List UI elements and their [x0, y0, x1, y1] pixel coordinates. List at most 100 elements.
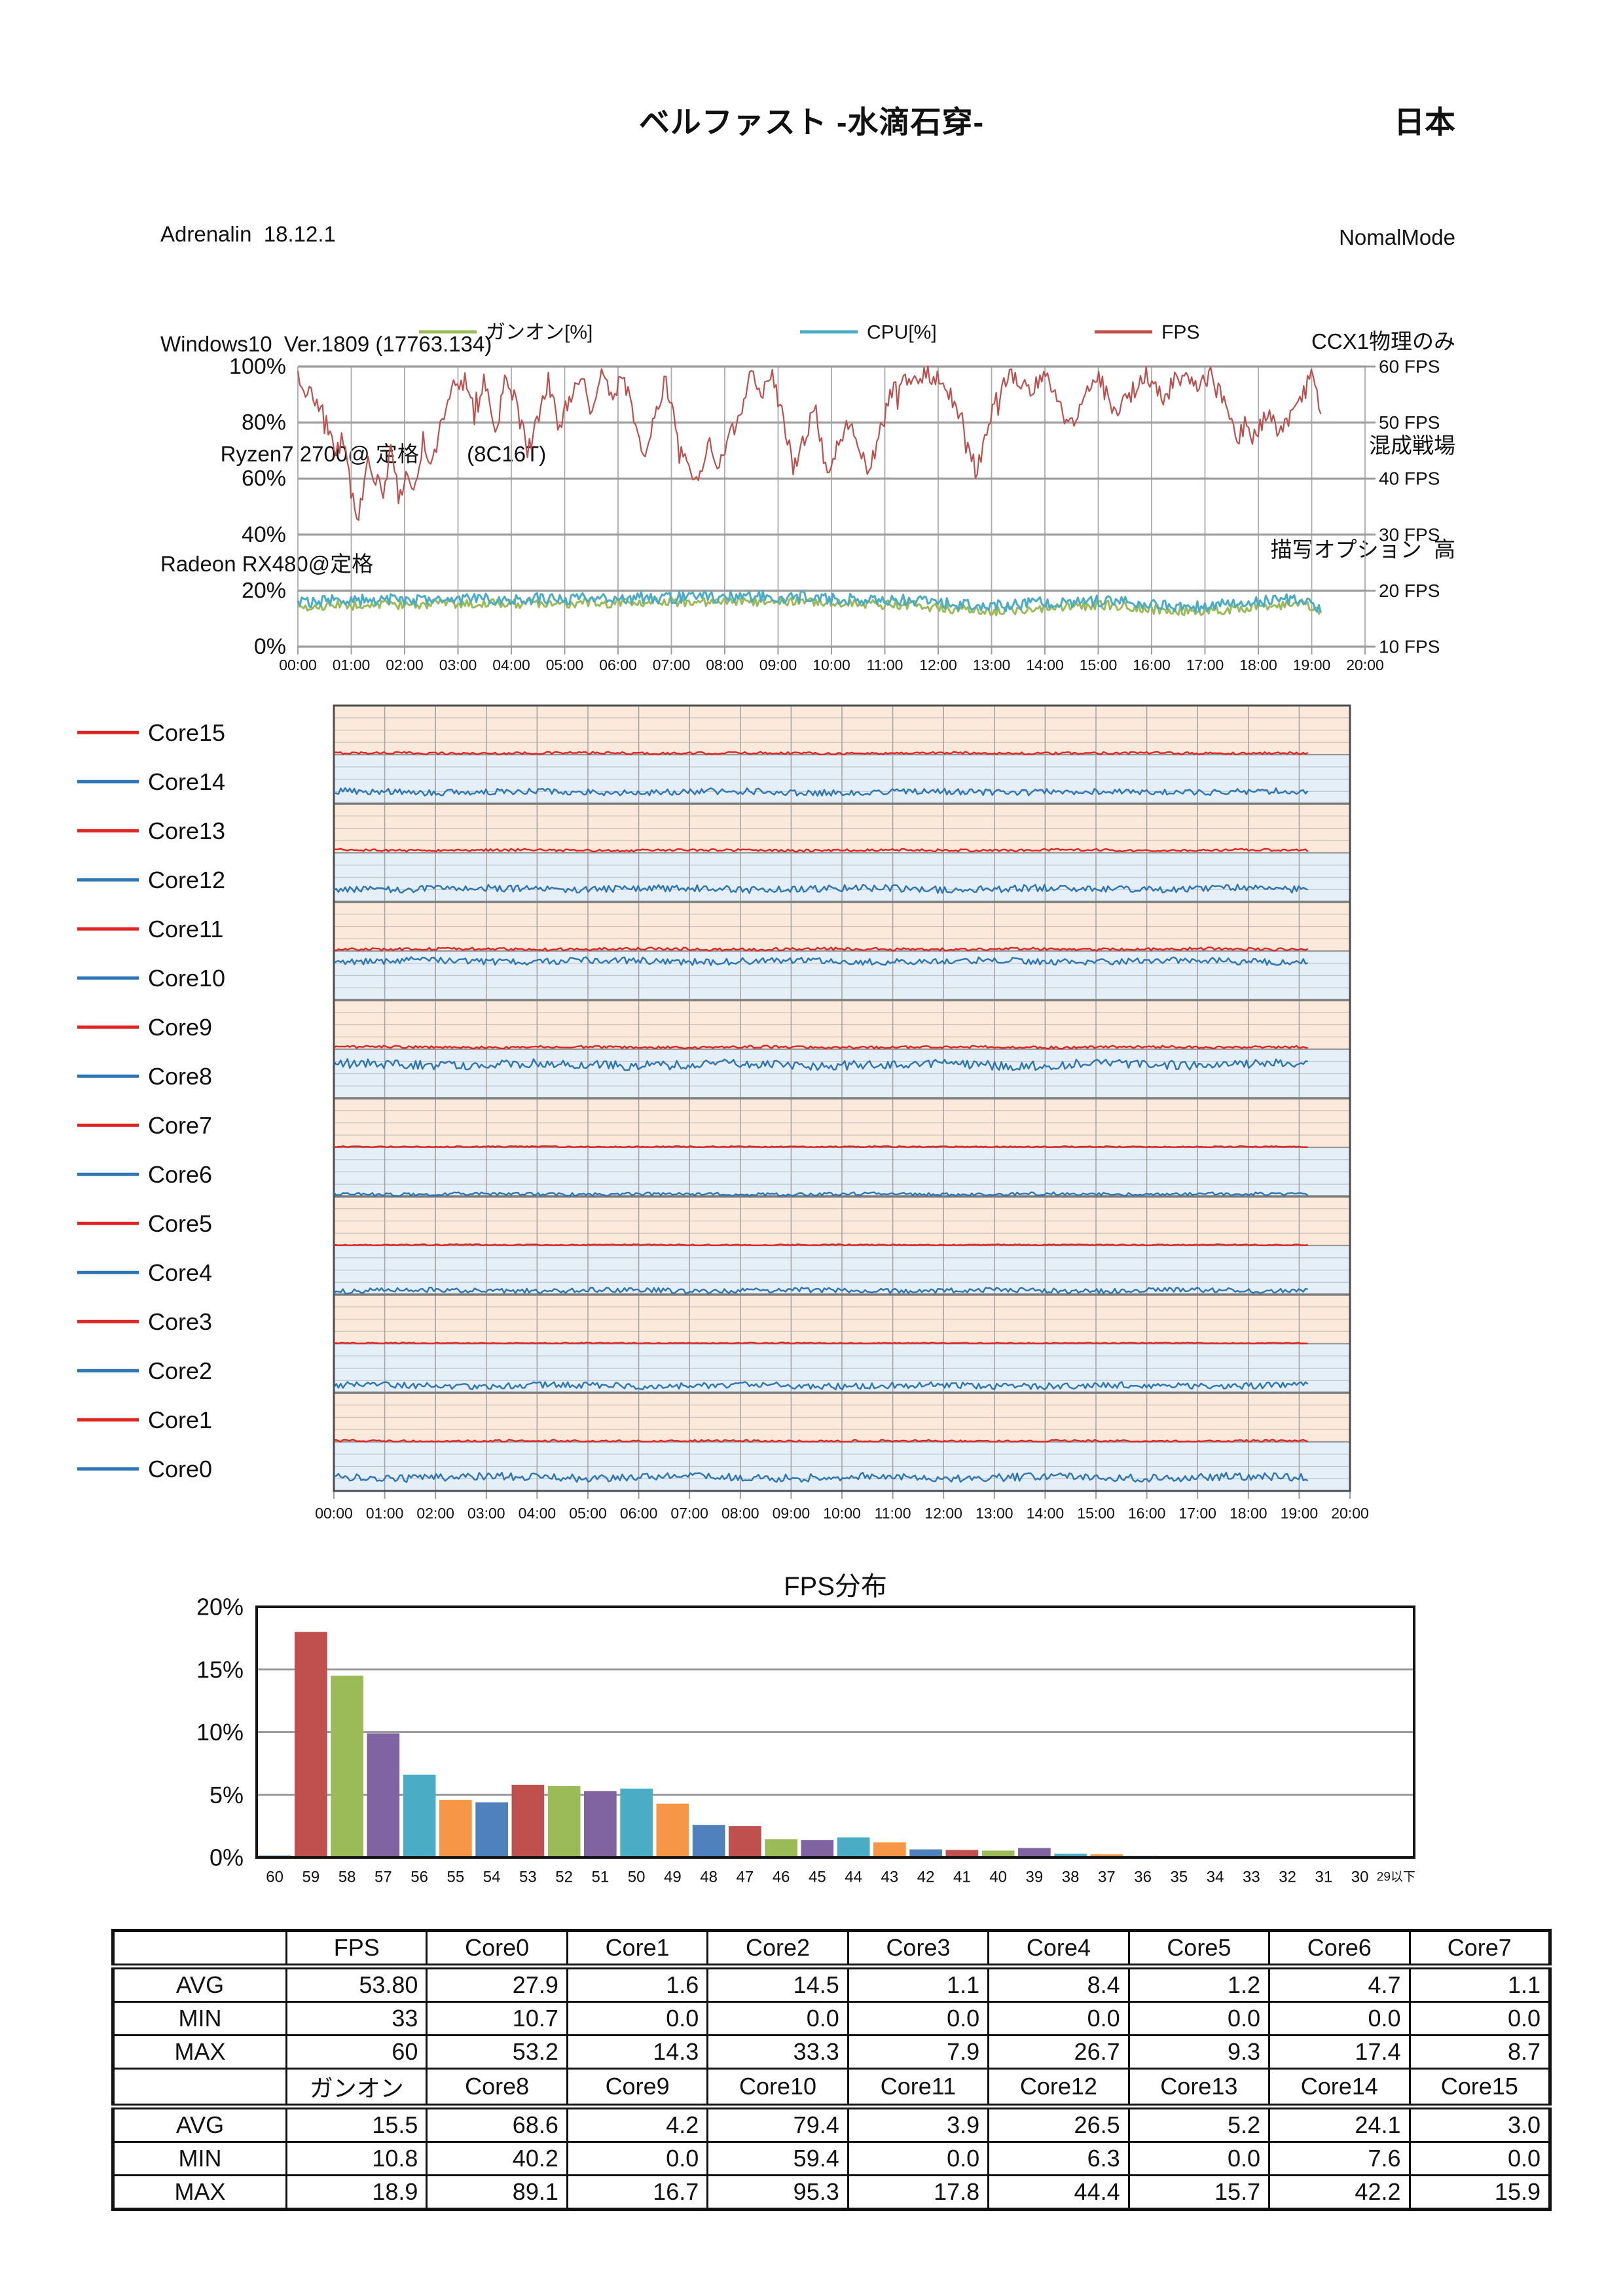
- bar-fps-57: [367, 1733, 400, 1857]
- core-legend-label: Core15: [148, 719, 225, 746]
- table-header-cell: Core6: [1268, 1929, 1411, 1969]
- y-axis-label: 10%: [196, 1719, 244, 1746]
- per-core-usage-chart: Core15 Core14 Core13 Core12 Core11 Core10 Core…: [77, 704, 1369, 1522]
- bar-fps-50: [620, 1788, 653, 1857]
- x-axis-category-label: 31: [1315, 1869, 1333, 1886]
- x-axis-category-label: 58: [338, 1869, 356, 1886]
- bar-fps-46: [765, 1839, 797, 1857]
- core-legend-label: Core0: [148, 1456, 212, 1482]
- series-core15-line: [333, 751, 1309, 755]
- bar-fps-45: [801, 1840, 834, 1857]
- x-axis-label: 07:00: [653, 656, 691, 673]
- table-cell: 15.5: [285, 2106, 428, 2143]
- y-axis-label: 15%: [196, 1656, 244, 1683]
- series-core1-line: [333, 1439, 1308, 1443]
- x-axis-category-label: 45: [809, 1869, 826, 1886]
- series-core7-line: [333, 1145, 1308, 1148]
- table-cell: 40.2: [426, 2141, 568, 2176]
- table-cell: 53.80: [285, 1965, 428, 2003]
- table-cell: 17.4: [1268, 2034, 1411, 2070]
- table-cell: 26.5: [987, 2106, 1130, 2143]
- table-cell: MIN: [112, 2141, 287, 2176]
- x-axis-label: 18:00: [1230, 1505, 1267, 1522]
- x-axis-category-label: 55: [447, 1869, 465, 1886]
- x-axis-label: 19:00: [1293, 656, 1331, 673]
- table-cell: 5.2: [1127, 2106, 1271, 2143]
- bar-fps-51: [584, 1791, 617, 1857]
- x-axis-label: 17:00: [1178, 1505, 1216, 1522]
- x-axis-label: 14:00: [1027, 1505, 1065, 1522]
- table-cell: 0.0: [1268, 2001, 1411, 2036]
- bar-fps-37: [1090, 1854, 1123, 1857]
- x-axis-category-label: 37: [1098, 1869, 1116, 1886]
- x-axis-label: 03:00: [467, 1505, 505, 1522]
- bar-fps-54: [475, 1802, 508, 1857]
- table-header-cell: Core9: [566, 2068, 709, 2109]
- table-cell: 33.3: [706, 2034, 849, 2070]
- x-axis-label: 15:00: [1077, 1505, 1115, 1522]
- core-legend-label: Core7: [148, 1112, 212, 1139]
- core-legend-label: Core12: [148, 867, 225, 893]
- table-cell: 15.7: [1127, 2174, 1271, 2210]
- x-axis-label: 19:00: [1281, 1505, 1319, 1522]
- x-axis-label: 14:00: [1026, 656, 1064, 673]
- table-cell: 1.1: [847, 1965, 990, 2003]
- table-cell: 0.0: [566, 2141, 709, 2176]
- table-cell: 0.0: [1127, 2141, 1271, 2176]
- y-axis-right-label: 30 FPS: [1379, 524, 1440, 545]
- y-axis-right-label: 50 FPS: [1379, 412, 1440, 433]
- series-core5-line: [333, 1243, 1308, 1246]
- x-axis-label: 16:00: [1133, 656, 1171, 673]
- page-title: ベルファスト -水滴石穿-: [638, 105, 985, 139]
- x-axis-category-label: 40: [989, 1869, 1007, 1886]
- table-cell: 89.1: [426, 2174, 568, 2210]
- x-axis-label: 17:00: [1186, 656, 1224, 673]
- table-cell: 15.9: [1408, 2174, 1551, 2210]
- core-legend-label: Core13: [148, 817, 225, 844]
- bar-fps-43: [873, 1842, 906, 1857]
- bar-fps-56: [403, 1774, 436, 1857]
- table-cell: 1.1: [1408, 1965, 1551, 2003]
- table-data-row: MIN 10.8 40.2 0.0 59.4 0.0 6.3 0.0 7.6 0.0: [112, 2141, 1551, 2176]
- legend-label: CPU[%]: [867, 322, 937, 344]
- x-axis-category-label: 48: [700, 1869, 718, 1886]
- series-core14-line: [333, 787, 1309, 797]
- y-axis-left-label: 20%: [242, 578, 286, 603]
- table-cell: 1.2: [1127, 1965, 1271, 2003]
- table-cell: 1.6: [566, 1965, 709, 2003]
- table-cell: AVG: [112, 2106, 287, 2143]
- core-legend-label: Core8: [148, 1063, 212, 1090]
- table-header-cell: [112, 2068, 287, 2109]
- driver-version-line: Adrenalin 18.12.1: [160, 222, 336, 246]
- bar-fps-42: [909, 1849, 942, 1857]
- x-axis-label: 00:00: [279, 656, 317, 673]
- battle-line: 混成戦場: [1369, 433, 1455, 457]
- y-axis-left-label: 60%: [242, 466, 286, 491]
- core-legend-label: Core6: [148, 1161, 212, 1188]
- x-axis-category-label: 38: [1062, 1869, 1080, 1886]
- x-axis-category-label: 34: [1207, 1869, 1224, 1886]
- core-legend-label: Core5: [148, 1210, 212, 1237]
- x-axis-category-label: 52: [555, 1869, 573, 1886]
- table-cell: 4.7: [1268, 1965, 1411, 2003]
- core-legend-label: Core3: [148, 1308, 212, 1335]
- table-cell: 3.0: [1408, 2106, 1551, 2143]
- table-cell: 10.7: [426, 2001, 568, 2036]
- y-axis-left-label: 0%: [254, 634, 286, 659]
- x-axis-category-label: 57: [374, 1869, 392, 1886]
- x-axis-label: 10:00: [812, 656, 850, 673]
- y-axis-right-label: 40 FPS: [1379, 469, 1440, 489]
- table-cell: 7.6: [1268, 2141, 1411, 2176]
- y-axis-label: 0%: [210, 1844, 244, 1871]
- table-cell: 18.9: [285, 2174, 428, 2210]
- bar-fps-59: [295, 1632, 327, 1857]
- table-cell: 8.4: [987, 1965, 1130, 2003]
- x-axis-label: 06:00: [599, 656, 637, 673]
- series-core3-line: [333, 1341, 1308, 1344]
- table-cell: 3.9: [847, 2106, 990, 2143]
- series-core4-line: [333, 1286, 1308, 1295]
- bar-fps-48: [692, 1825, 725, 1857]
- legend-label: FPS: [1161, 322, 1199, 344]
- series-core11-line: [333, 946, 1309, 952]
